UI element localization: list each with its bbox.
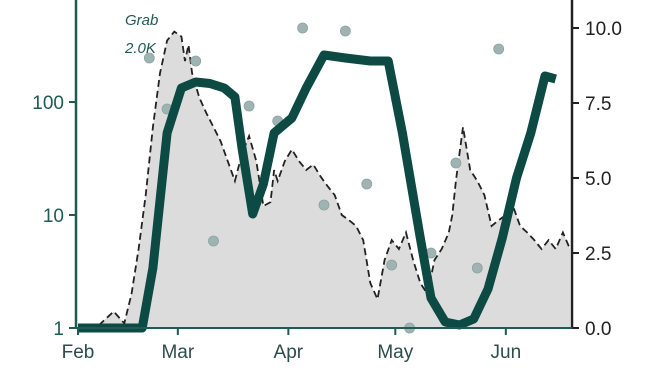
left-tick-label: 1 — [53, 319, 64, 340]
data-point — [339, 25, 351, 37]
data-point — [361, 178, 373, 190]
x-tick-label: Jun — [491, 342, 522, 363]
x-tick-label: Apr — [274, 342, 304, 363]
left-tick-label: 10 — [43, 206, 64, 227]
data-point — [318, 199, 330, 211]
axes: 1 10 100 0.0 2.5 5.0 7.5 10.0 Feb Mar Apr May Jun — [32, 0, 622, 363]
plot-area — [78, 22, 571, 334]
data-point — [190, 55, 202, 67]
data-point — [143, 52, 155, 64]
x-tick-label: May — [377, 342, 413, 363]
data-point — [208, 235, 219, 247]
right-tick-label: 2.5 — [585, 244, 611, 265]
left-tick-label: 100 — [32, 93, 64, 114]
right-tick-label: 10.0 — [585, 19, 622, 40]
area-fill — [78, 31, 570, 328]
data-point — [386, 259, 398, 271]
x-tick-label: Mar — [161, 342, 194, 363]
data-point — [493, 43, 505, 55]
annotation-line-1: Grab — [125, 12, 158, 29]
data-point — [243, 100, 255, 112]
right-tick-label: 0.0 — [585, 319, 611, 340]
right-tick-label: 5.0 — [585, 169, 611, 190]
dashed-line — [78, 30, 571, 329]
thick-line — [78, 50, 557, 333]
annotation-line-2: 2.0K — [124, 40, 157, 57]
right-tick-label: 7.5 — [585, 94, 611, 115]
data-point — [450, 157, 462, 169]
data-point — [297, 22, 309, 34]
data-point — [471, 262, 483, 274]
x-tick-label: Feb — [62, 342, 95, 363]
